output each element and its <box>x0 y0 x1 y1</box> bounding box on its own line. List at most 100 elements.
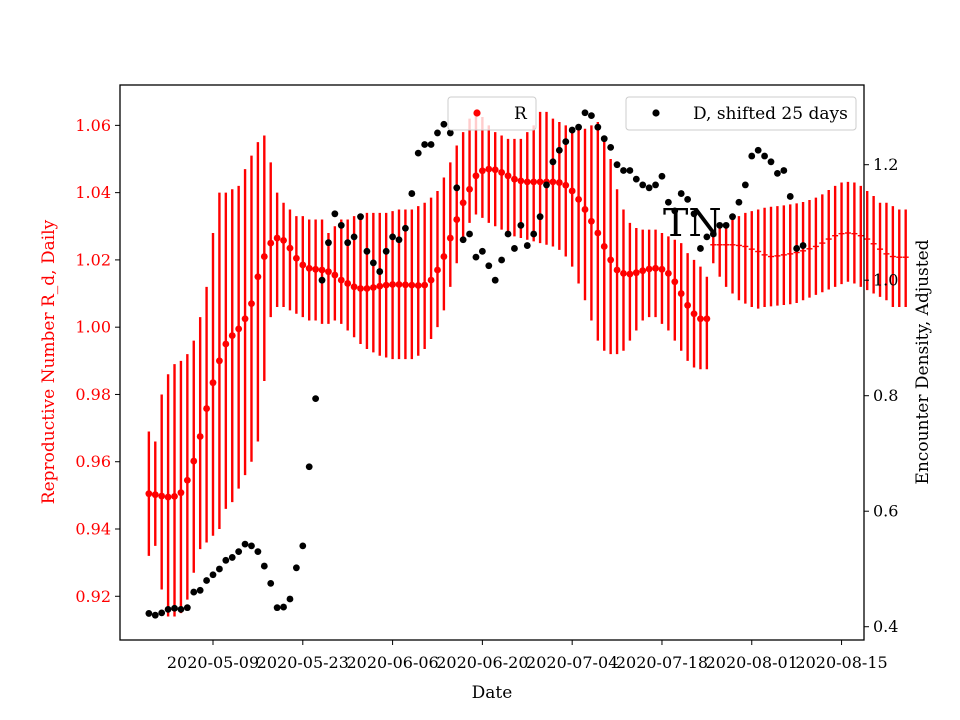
r-point <box>389 281 396 288</box>
d-point <box>402 224 409 232</box>
d-point <box>389 233 396 241</box>
x-axis: 2020-05-092020-05-232020-06-062020-06-20… <box>167 640 888 672</box>
d-point <box>677 190 685 197</box>
d-point <box>472 253 480 261</box>
r-point <box>402 281 409 289</box>
d-point <box>748 152 756 160</box>
d-point <box>273 604 281 612</box>
d-point <box>607 143 615 151</box>
d-point <box>286 595 294 603</box>
d-point <box>235 548 243 556</box>
d-point <box>248 542 255 550</box>
x-tick-label: 2020-08-01 <box>706 653 798 672</box>
d-point <box>761 152 768 160</box>
r-point <box>555 179 563 186</box>
r-point <box>684 301 692 309</box>
d-point <box>498 256 506 264</box>
r-point <box>671 278 679 286</box>
d-point <box>216 565 223 573</box>
r-point <box>658 265 666 273</box>
d-point <box>793 245 801 252</box>
d-point <box>177 605 185 613</box>
d-point <box>767 158 775 166</box>
r-point <box>222 340 230 348</box>
r-point <box>325 268 332 276</box>
r-point <box>312 265 320 273</box>
r-point <box>427 276 435 284</box>
d-point <box>241 540 249 548</box>
d-point <box>312 395 320 402</box>
d-point <box>350 233 358 241</box>
r-point <box>652 264 659 272</box>
d-point <box>196 586 204 594</box>
r-point <box>305 264 313 272</box>
r-point <box>158 492 166 500</box>
r-point <box>690 310 698 318</box>
d-point <box>774 169 781 177</box>
d-point <box>331 210 339 218</box>
d-point <box>562 138 570 145</box>
r-point <box>395 281 403 288</box>
left-y-axis: 0.92 0.94 0.96 0.98 1.00 1.02 1.04 1.06 <box>75 116 120 606</box>
r-point <box>440 253 448 260</box>
d-point <box>600 135 608 143</box>
d-point <box>709 230 717 238</box>
legend-d-marker <box>652 109 660 117</box>
d-point <box>485 262 493 270</box>
d-point <box>491 276 499 284</box>
r-point <box>196 433 204 440</box>
d-point <box>190 588 198 596</box>
r-point <box>523 178 531 186</box>
r-point <box>626 270 634 278</box>
x-axis-label: Date <box>472 683 513 703</box>
d-point <box>658 172 666 180</box>
d-point <box>222 556 230 564</box>
left-y-tick-label: 0.96 <box>75 452 111 471</box>
r-point <box>421 281 429 289</box>
r-point <box>171 492 178 500</box>
r-point <box>581 206 589 213</box>
d-point <box>786 193 794 200</box>
r-point <box>434 266 441 274</box>
d-point <box>382 247 390 255</box>
d-point <box>421 141 429 148</box>
r-point <box>453 216 461 223</box>
r-point <box>382 281 390 289</box>
r-point <box>318 266 326 274</box>
d-point <box>536 213 544 221</box>
d-point <box>459 236 467 244</box>
r-point <box>491 166 499 174</box>
d-point <box>735 198 743 206</box>
r-point <box>183 476 191 484</box>
d-point <box>395 236 403 244</box>
d-point <box>440 120 448 128</box>
d-point <box>664 198 672 206</box>
r-point <box>446 234 454 242</box>
r-point <box>478 167 486 175</box>
left-y-tick-label: 1.00 <box>75 318 111 337</box>
d-point <box>466 230 473 238</box>
d-point <box>729 213 736 221</box>
d-point <box>228 554 236 561</box>
r-point <box>549 178 557 186</box>
r-point <box>504 172 512 180</box>
d-point <box>363 247 371 255</box>
d-point <box>478 247 486 255</box>
legend-d: D, shifted 25 days <box>625 96 857 131</box>
r-point <box>337 276 345 284</box>
d-point <box>280 603 287 611</box>
d-point <box>453 184 461 192</box>
d-point <box>203 577 210 584</box>
d-point <box>446 129 454 137</box>
r-point <box>536 178 544 186</box>
r-point <box>145 490 153 498</box>
d-point <box>267 580 275 587</box>
legend-r: R <box>447 96 537 131</box>
r-point <box>267 239 275 247</box>
left-y-tick-label: 1.02 <box>75 250 111 269</box>
r-point <box>260 253 268 260</box>
r-point <box>517 177 525 185</box>
right-y-tick-label: 0.6 <box>873 502 898 521</box>
d-point <box>183 604 191 612</box>
plot-frame <box>119 84 865 641</box>
